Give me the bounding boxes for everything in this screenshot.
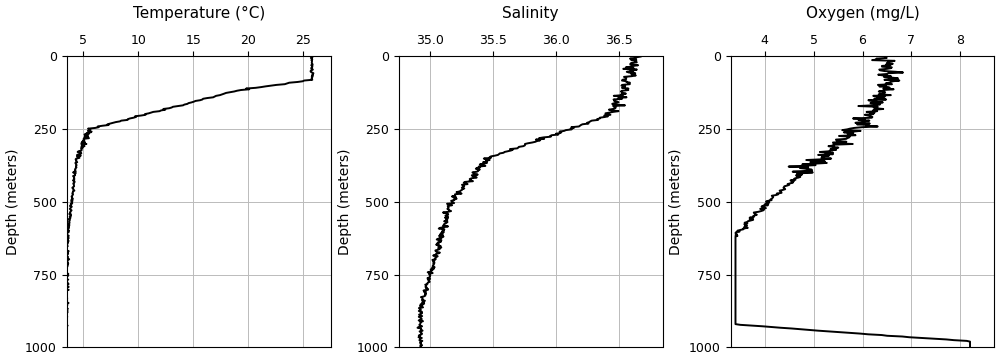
Title: Salinity: Salinity <box>502 5 559 21</box>
Title: Oxygen (mg/L): Oxygen (mg/L) <box>806 5 919 21</box>
Y-axis label: Depth (meters): Depth (meters) <box>338 149 352 255</box>
Title: Temperature (°C): Temperature (°C) <box>133 5 265 21</box>
Y-axis label: Depth (meters): Depth (meters) <box>6 149 20 255</box>
Y-axis label: Depth (meters): Depth (meters) <box>669 149 683 255</box>
